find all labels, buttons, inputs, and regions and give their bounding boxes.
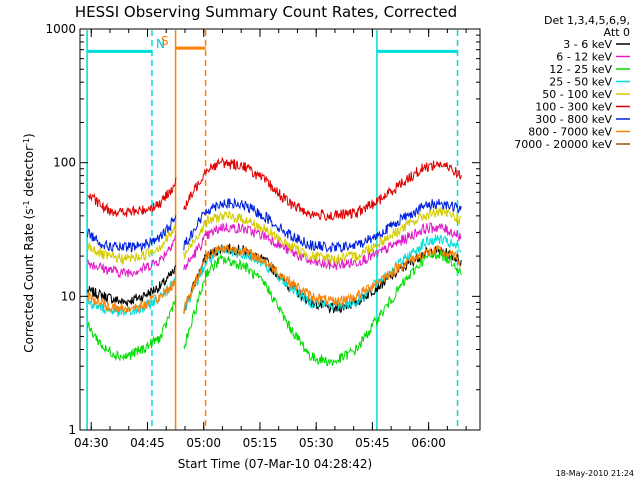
y-axis-label-main: Corrected Count Rate (s bbox=[22, 208, 36, 352]
x-tick-label: 05:00 bbox=[186, 436, 221, 450]
legend-label: 12 - 25 keV bbox=[549, 63, 612, 76]
y-ticks: 1 10 100 1000 bbox=[45, 22, 480, 437]
y-axis-label: Corrected Count Rate (s-1 detector-1) bbox=[22, 133, 37, 352]
y-axis-label-mid: detector bbox=[22, 146, 36, 201]
series-line bbox=[87, 225, 177, 265]
south-marker-label: S bbox=[161, 34, 169, 48]
y-tick-label: 1000 bbox=[45, 22, 76, 36]
y-tick-label: 1 bbox=[68, 423, 76, 437]
y-axis-label-sup1: -1 bbox=[22, 200, 31, 208]
x-tick-label: 04:45 bbox=[130, 436, 165, 450]
y-axis-label-sup2: -1 bbox=[22, 138, 31, 146]
y-tick-label: 10 bbox=[61, 289, 76, 303]
series-line bbox=[87, 276, 177, 318]
x-tick-label: 04:30 bbox=[74, 436, 109, 450]
series-line bbox=[87, 235, 177, 279]
series-line bbox=[87, 277, 177, 314]
legend-label: 100 - 300 keV bbox=[535, 101, 612, 114]
x-ticks: 04:30 04:45 05:00 05:15 05:30 05:45 06:00 bbox=[74, 29, 467, 450]
chart-title: HESSI Observing Summary Count Rates, Cor… bbox=[75, 3, 457, 21]
series-line bbox=[183, 244, 462, 315]
legend-label: 50 - 100 keV bbox=[542, 88, 612, 101]
north-marker-label: N bbox=[156, 37, 165, 51]
series-line bbox=[87, 294, 177, 362]
series-line bbox=[87, 215, 177, 253]
legend-label: 7000 - 20000 keV bbox=[514, 138, 612, 151]
x-tick-label: 06:00 bbox=[411, 436, 446, 450]
series-line bbox=[183, 156, 462, 221]
legend-header-line2: Att 0 bbox=[604, 26, 630, 39]
x-tick-label: 05:15 bbox=[243, 436, 278, 450]
legend-label: 300 - 800 keV bbox=[535, 113, 612, 126]
legend-header-line1: Det 1,3,4,5,6,9, bbox=[544, 14, 630, 27]
y-tick-label: 100 bbox=[53, 156, 76, 170]
y-axis-label-end: ) bbox=[22, 133, 36, 138]
vertical-lines bbox=[86, 30, 459, 430]
plot-frame bbox=[79, 28, 481, 431]
x-tick-label: 05:30 bbox=[299, 436, 334, 450]
x-axis-label: Start Time (07-Mar-10 04:28:42) bbox=[178, 457, 372, 471]
series-line bbox=[183, 222, 462, 271]
legend-label: 25 - 50 keV bbox=[549, 76, 612, 89]
footer-date: 18-May-2010 21:24 bbox=[556, 469, 634, 478]
x-tick-label: 05:45 bbox=[355, 436, 390, 450]
series-line bbox=[87, 265, 177, 308]
series-layer bbox=[87, 156, 462, 366]
series-line bbox=[183, 249, 462, 366]
legend-label: 800 - 7000 keV bbox=[528, 126, 612, 139]
series-line bbox=[183, 206, 462, 265]
series-line bbox=[87, 177, 177, 218]
legend-label: 6 - 12 keV bbox=[556, 51, 612, 64]
horizontal-bars bbox=[87, 46, 458, 53]
legend-label: 3 - 6 keV bbox=[563, 38, 612, 51]
series-line bbox=[183, 197, 462, 254]
